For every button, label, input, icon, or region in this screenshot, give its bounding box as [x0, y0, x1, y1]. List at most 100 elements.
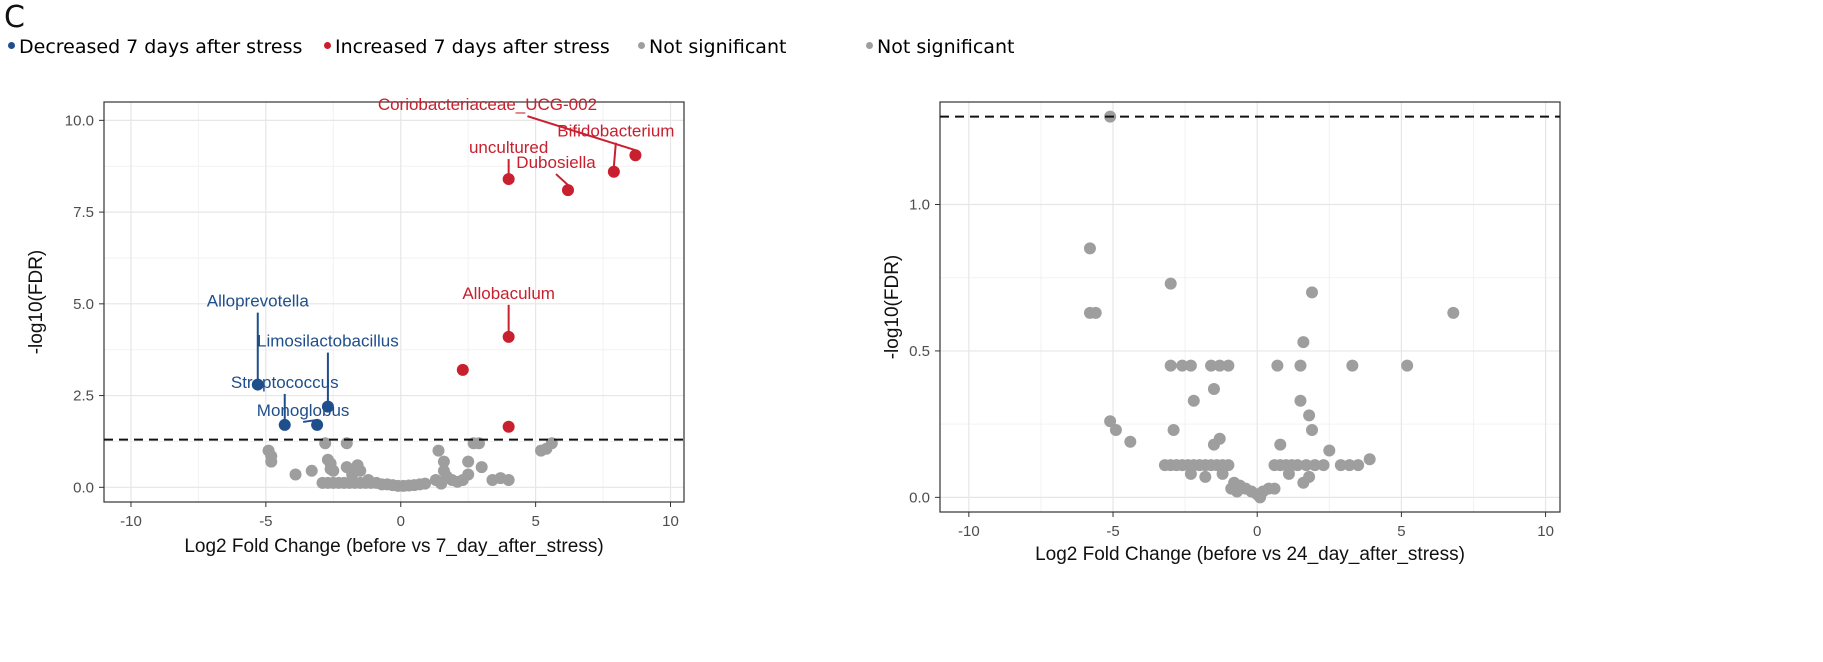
y-tick-label: 10.0: [65, 112, 94, 129]
point-label: Dubosiella: [516, 153, 596, 172]
data-point: [1176, 359, 1189, 372]
y-tick-label: 2.5: [73, 388, 94, 405]
data-point: [462, 468, 475, 481]
data-point: [1303, 409, 1316, 422]
data-point: [1184, 467, 1197, 480]
series-decreased-7-days-after-stress: [251, 378, 334, 431]
data-point: [1317, 459, 1330, 472]
volcano-plot-1: -10 -5 0 5 10 0.0 2.5 5.0 7.5 10.0 Log2 Fold Chang…: [26, 95, 685, 557]
data-point: [1164, 277, 1177, 290]
data-point: [1254, 491, 1267, 504]
legend-dot-icon: [8, 42, 15, 49]
data-point: [278, 418, 291, 431]
y-tick-label: 1.0: [909, 197, 930, 214]
y-axis-label: -log10(FDR): [882, 255, 903, 360]
data-point: [437, 455, 450, 468]
data-point: [1083, 242, 1096, 255]
legend-item-not-significant-2: Not significant: [866, 36, 1014, 58]
data-point: [1334, 459, 1347, 472]
series-increased-7-days-after-stress: [456, 149, 642, 433]
point-label: Streptococcus: [231, 373, 339, 392]
data-point: [1213, 359, 1226, 372]
label-leader-line: [302, 418, 318, 423]
legend-item-not-significant: Not significant: [638, 36, 786, 58]
data-point: [1222, 359, 1235, 372]
data-point: [1323, 444, 1336, 457]
point-label: Limosilactobacillus: [257, 332, 399, 351]
point-label: Allobaculum: [462, 284, 555, 303]
data-point: [1294, 394, 1307, 407]
x-axis-label: Log2 Fold Change (before vs 7_day_after_…: [184, 536, 603, 557]
data-point: [1207, 383, 1220, 395]
volcano-plot-2: -10 -5 0 5 10 0.0 0.5 1.0 Log2 Fold Change (befo…: [882, 101, 1561, 565]
legend: Decreased 7 days after stress Increased …: [0, 36, 1823, 66]
point-label: Bifidobacterium: [557, 122, 674, 141]
data-point: [1089, 306, 1102, 319]
data-point: [1363, 453, 1376, 466]
legend-dot-icon: [324, 42, 331, 49]
x-tick-label: -10: [958, 523, 980, 540]
data-point: [305, 464, 318, 477]
data-point: [502, 173, 515, 186]
legend-label: Not significant: [649, 36, 787, 58]
point-label: Coriobacteriaceae_UCG-002: [378, 95, 597, 114]
point-label: Monoglobus: [257, 401, 350, 420]
x-tick-label: 10: [662, 513, 679, 530]
data-point: [502, 420, 515, 433]
legend-label: Decreased 7 days after stress: [19, 36, 303, 58]
data-point: [456, 363, 469, 376]
data-point: [1167, 424, 1180, 436]
data-point: [1401, 359, 1414, 372]
plot-border: [939, 101, 1561, 513]
data-point: [327, 464, 340, 477]
legend-item-decreased: Decreased 7 days after stress: [8, 36, 302, 58]
y-tick-label: 7.5: [73, 204, 94, 221]
y-tick-label: 0.0: [73, 479, 94, 496]
data-point: [1207, 438, 1220, 451]
data-point: [1222, 459, 1235, 472]
point-label: Alloprevotella: [207, 292, 310, 311]
data-point: [432, 444, 445, 457]
data-point: [1306, 424, 1318, 436]
data-point: [289, 468, 302, 481]
data-point: [475, 461, 488, 474]
data-point: [1205, 359, 1218, 372]
data-point: [265, 455, 278, 468]
series-not-significant: [262, 437, 558, 492]
data-point: [1297, 476, 1310, 489]
legend-item-increased: Increased 7 days after stress: [324, 36, 610, 58]
data-point: [1300, 459, 1313, 472]
data-point: [1352, 459, 1365, 472]
data-point: [607, 165, 620, 178]
legend-label: Increased 7 days after stress: [335, 36, 610, 58]
data-point: [1104, 415, 1117, 428]
x-tick-label: 10: [1537, 523, 1554, 540]
data-point: [1447, 306, 1460, 319]
legend-dot-icon: [638, 42, 645, 49]
data-point: [1306, 286, 1318, 299]
point-label: uncultured: [469, 138, 548, 157]
legend-dot-icon: [866, 42, 873, 49]
data-point: [502, 330, 515, 343]
x-axis-label: Log2 Fold Change (before vs 24_day_after…: [1035, 544, 1465, 565]
data-point: [1274, 438, 1287, 451]
data-point: [1271, 359, 1284, 372]
x-tick-label: -5: [259, 513, 272, 530]
data-point: [1346, 359, 1359, 372]
data-point: [1343, 459, 1356, 472]
data-point: [1294, 359, 1307, 372]
x-tick-label: 0: [397, 513, 405, 530]
data-point: [1187, 394, 1200, 407]
data-point: [1199, 470, 1212, 483]
x-tick-label: 5: [531, 513, 539, 530]
series-not-significant: [1083, 110, 1460, 504]
data-point: [1308, 459, 1321, 472]
data-point: [629, 149, 642, 162]
data-point: [354, 464, 367, 477]
x-tick-label: -10: [120, 513, 142, 530]
data-point: [419, 477, 432, 490]
data-point: [1297, 336, 1310, 349]
label-leader-line: [555, 173, 569, 186]
data-point: [1216, 467, 1229, 480]
